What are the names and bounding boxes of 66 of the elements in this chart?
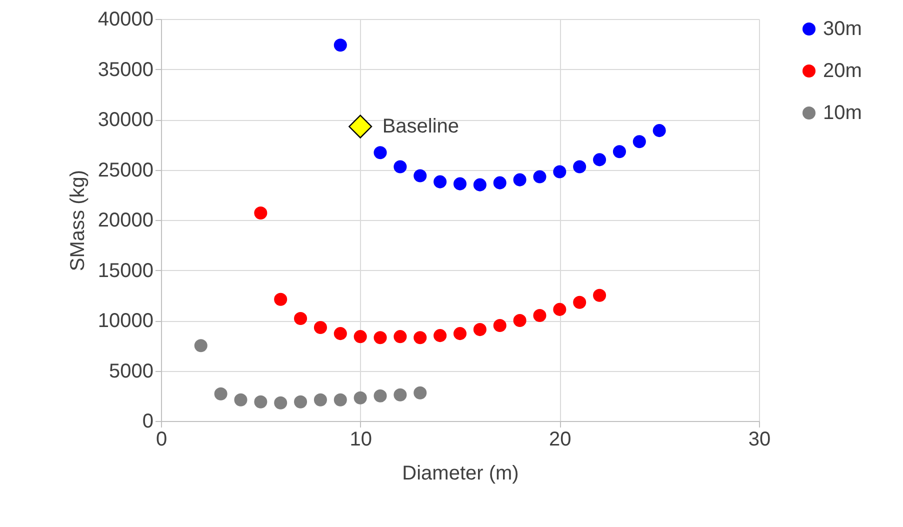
point [254,395,268,408]
point [274,292,288,306]
point [593,288,606,302]
point [473,178,486,192]
point [593,153,606,166]
x-axis-title: Diameter (m) [402,462,519,484]
point [612,145,626,158]
y-tick-label: 40000 [98,8,154,30]
point [314,321,327,334]
point [493,176,506,190]
point [294,312,308,325]
point [394,388,407,402]
x-tick-label: 10 [350,428,372,450]
point [573,296,586,309]
point [354,391,367,404]
point [194,339,208,352]
point [434,329,447,342]
point [274,396,288,410]
point [652,124,666,138]
point [553,302,566,316]
point [553,165,566,178]
point [354,330,367,344]
series-label: Baseline [382,116,460,138]
legend-label: 10m [823,102,862,124]
point [493,319,506,332]
point [214,387,228,400]
y-tick-label: 25000 [98,159,154,182]
point [473,323,486,336]
point [414,386,427,400]
point [348,114,372,138]
y-tick-label: 20000 [98,210,154,232]
point [254,206,268,220]
point [334,38,347,52]
point [334,393,347,406]
point [513,314,526,328]
point [453,327,467,340]
point [294,395,308,408]
y-axis-title: SMass (kg) [66,170,89,272]
y-tick-label: 30000 [98,109,154,131]
point [374,146,387,160]
y-tick-label: 0 [142,410,154,432]
point [394,330,407,344]
y-tick-label: 35000 [98,58,154,81]
legend-label: 30m [823,18,862,40]
point [573,160,586,174]
point [314,393,327,406]
y-tick-label: 5000 [109,360,154,382]
point [334,327,347,340]
y-tick-label: 15000 [98,260,154,282]
point [234,393,248,406]
x-tick-label: 20 [549,428,572,450]
y-tick-label: 10000 [98,310,154,332]
point [533,308,546,322]
legend-label: 20m [823,60,862,82]
point [414,169,427,182]
point [374,331,387,344]
point [414,331,427,344]
point [513,173,526,186]
point [533,170,546,184]
point [434,175,447,188]
x-tick-label: 30 [748,428,771,450]
point [394,160,407,174]
point [632,135,646,148]
point [374,389,387,402]
x-tick-label: 0 [156,428,168,450]
point [453,177,467,190]
